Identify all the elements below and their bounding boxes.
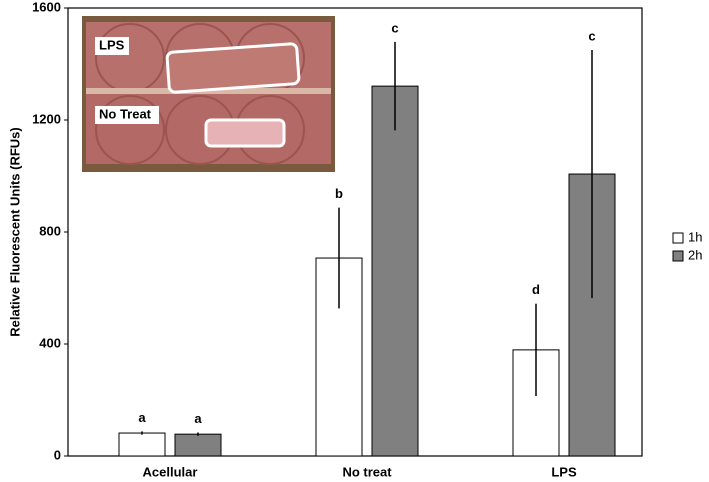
inset-label: LPS — [99, 37, 125, 52]
legend-swatch — [672, 232, 684, 244]
x-tick-label: LPS — [551, 464, 577, 479]
y-tick-label: 0 — [54, 447, 61, 462]
significance-letter: a — [194, 411, 202, 426]
y-tick-label: 400 — [39, 335, 61, 350]
legend-swatch — [672, 250, 684, 262]
significance-letter: a — [138, 410, 146, 425]
y-tick-label: 1600 — [32, 0, 61, 14]
legend-label: 2h — [688, 247, 702, 262]
x-tick-label: Acellular — [143, 464, 198, 479]
x-tick-label: No treat — [342, 464, 392, 479]
y-axis-label: Relative Fluorescent Units (RFUs) — [7, 127, 22, 337]
significance-letter: c — [391, 20, 398, 35]
bar — [118, 432, 166, 457]
significance-letter: b — [335, 186, 343, 201]
y-tick-label: 800 — [39, 223, 61, 238]
inset-photo: LPS No Treat — [82, 16, 335, 172]
bar — [174, 433, 222, 457]
inset-label: No Treat — [99, 106, 152, 121]
significance-letter: d — [532, 282, 540, 297]
bar — [371, 85, 419, 457]
y-tick-label: 1200 — [32, 111, 61, 126]
legend-label: 1h — [688, 229, 702, 244]
significance-letter: c — [588, 28, 595, 43]
